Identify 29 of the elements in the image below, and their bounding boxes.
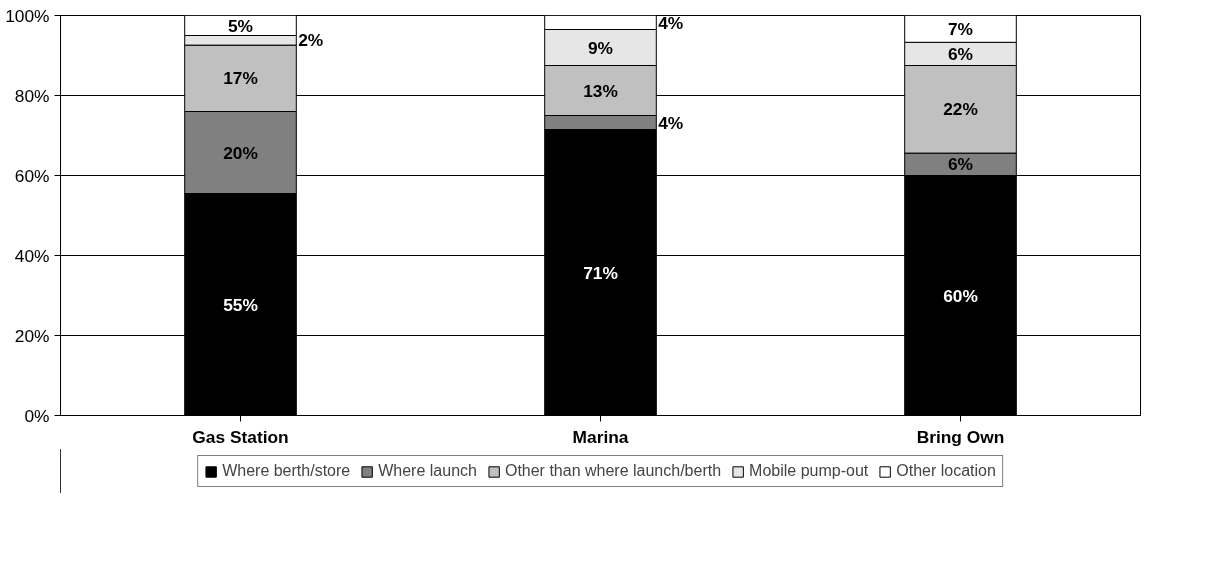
y-tick-label: 0% xyxy=(24,405,50,426)
data-label: 22% xyxy=(943,99,978,120)
data-label: 7% xyxy=(947,18,974,39)
x-tick-label: Gas Station xyxy=(192,426,289,447)
legend-label: Where berth/store xyxy=(222,462,351,480)
data-label: 9% xyxy=(587,37,614,58)
y-tick-label: 100% xyxy=(5,5,50,26)
data-label: 4% xyxy=(658,112,684,133)
data-label: 71% xyxy=(583,262,618,283)
y-tick-label: 40% xyxy=(14,245,50,266)
legend-label: Mobile pump-out xyxy=(749,462,869,480)
data-label: 4% xyxy=(658,12,684,33)
data-label: 2% xyxy=(298,30,324,51)
data-label: 17% xyxy=(223,68,258,89)
data-label: 6% xyxy=(947,43,974,64)
legend-label: Other location xyxy=(896,462,996,480)
data-label: 20% xyxy=(223,142,258,163)
data-label: 60% xyxy=(943,285,978,306)
data-label: 55% xyxy=(223,294,258,315)
x-tick-label: Bring Own xyxy=(916,426,1005,447)
data-label: 6% xyxy=(947,154,974,175)
legend-label: Where launch xyxy=(378,462,477,480)
x-tick-label: Marina xyxy=(572,426,629,447)
y-tick-label: 20% xyxy=(14,325,50,346)
legend-label: Other than where launch/berth xyxy=(504,462,722,480)
data-label: 13% xyxy=(583,80,618,101)
y-tick-label: 60% xyxy=(14,165,50,186)
data-label: 5% xyxy=(227,15,254,36)
y-tick-label: 80% xyxy=(14,85,50,106)
